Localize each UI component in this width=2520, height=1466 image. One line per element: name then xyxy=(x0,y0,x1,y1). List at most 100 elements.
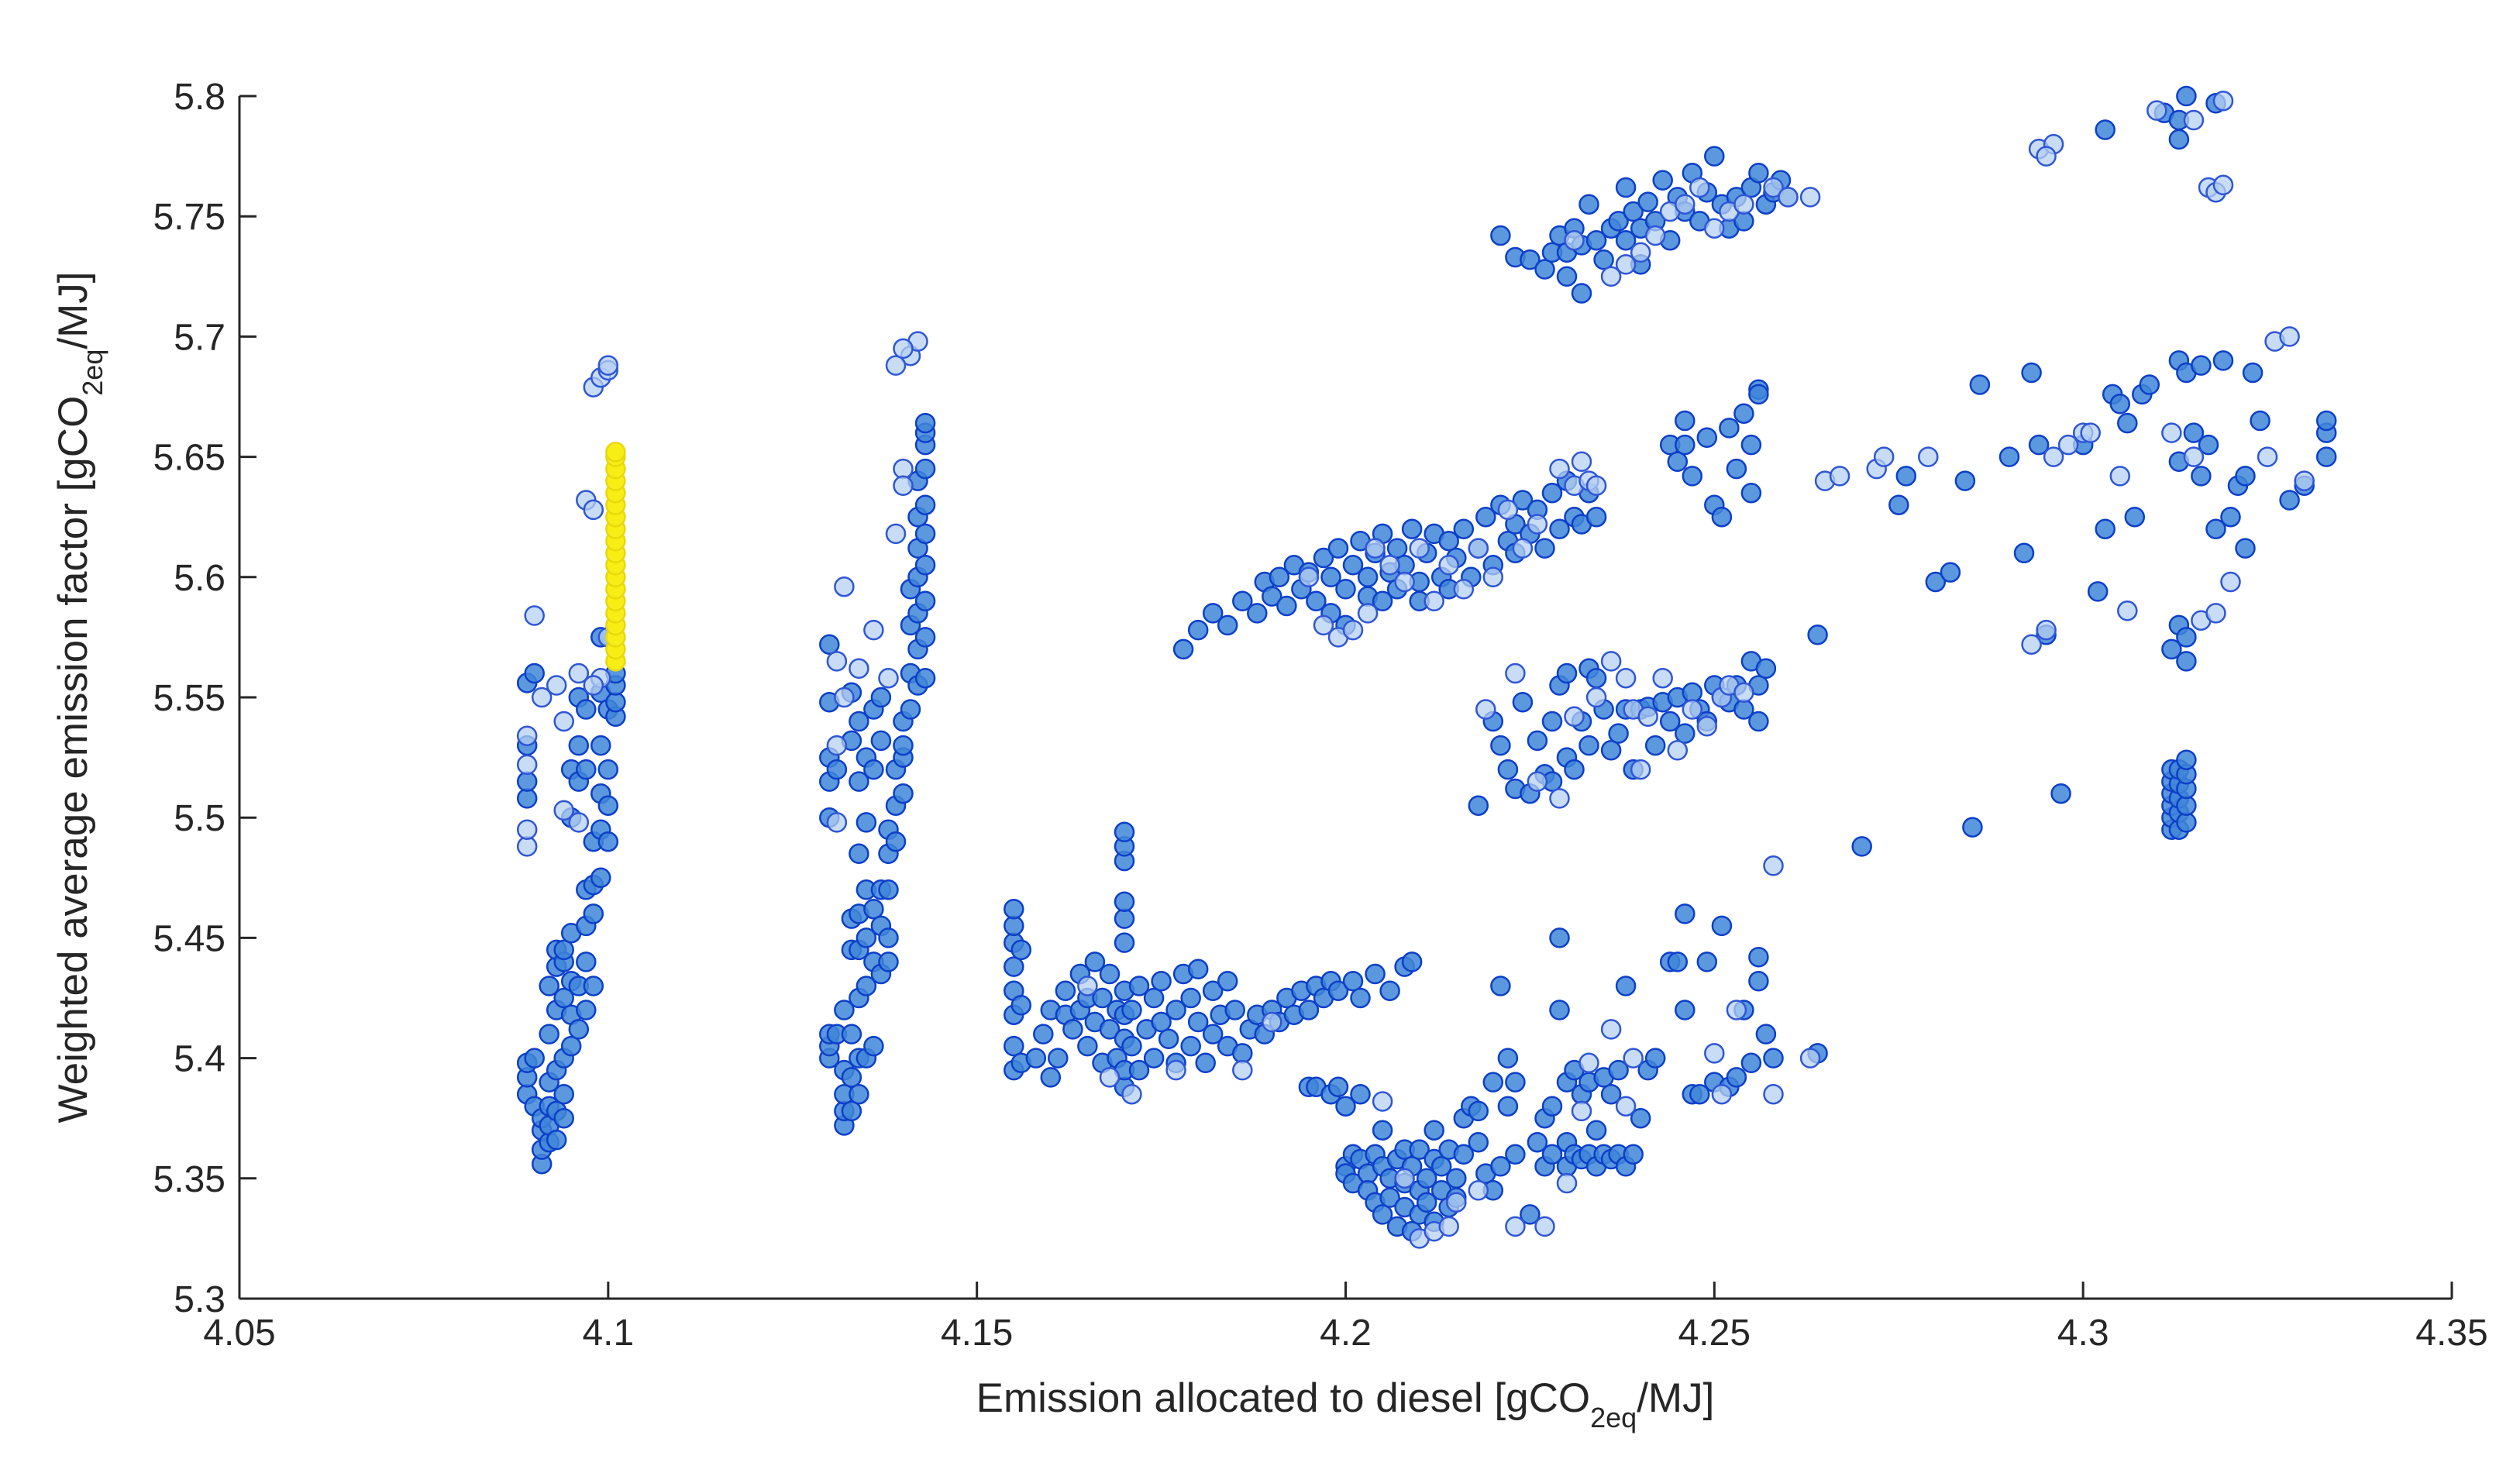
scatter-point-blue xyxy=(1527,730,1548,752)
scatter-point-light xyxy=(1615,254,1637,275)
scatter-point-blue xyxy=(1099,963,1121,985)
scatter-point-light xyxy=(1704,218,1725,239)
scatter-point-blue xyxy=(2028,434,2050,456)
scatter-point-light xyxy=(1121,1083,1142,1105)
scatter-point-light xyxy=(1763,855,1784,876)
scatter-point-blue xyxy=(1004,898,1024,920)
x-tick-label: 4.05 xyxy=(203,1313,275,1354)
scatter-point-blue xyxy=(1077,1035,1098,1057)
scatter-point-blue xyxy=(1534,259,1555,280)
scatter-point-blue xyxy=(1505,1072,1526,1093)
scatter-point-light xyxy=(1468,538,1489,559)
scatter-point-blue xyxy=(1925,571,1947,593)
scatter-point-light xyxy=(1600,266,1622,287)
scatter-point-light xyxy=(1682,699,1703,720)
scatter-point-light xyxy=(516,819,538,840)
scatter-point-blue xyxy=(1180,1035,1201,1057)
scatter-point-light xyxy=(1615,1096,1637,1117)
scatter-point-blue xyxy=(2315,446,2337,467)
scatter-point-blue xyxy=(576,759,597,780)
scatter-point-blue xyxy=(1033,1024,1054,1044)
scatter-point-blue xyxy=(1571,283,1592,304)
scatter-point-blue xyxy=(2050,783,2071,804)
y-ticks: 5.3 5.35 5.4 5.45 5.5 5.55 5.6 5.65 5.7 5.75 5.8 xyxy=(153,77,256,1320)
scatter-point-blue xyxy=(1306,590,1327,612)
scatter-point-light xyxy=(1549,788,1570,809)
scatter-point-light xyxy=(1733,682,1754,704)
scatter-point-blue xyxy=(553,1083,574,1105)
scatter-point-light xyxy=(1600,1019,1622,1040)
scatter-point-blue xyxy=(1386,538,1408,559)
scatter-point-light xyxy=(1453,579,1475,600)
scatter-point-blue xyxy=(1644,735,1666,756)
scatter-point-blue xyxy=(1748,384,1769,405)
scatter-point-light xyxy=(1482,566,1504,588)
scatter-point-blue xyxy=(914,494,936,515)
scatter-point-blue xyxy=(1733,403,1754,424)
scatter-point-blue xyxy=(1549,1000,1570,1020)
scatter-point-blue xyxy=(1704,146,1725,167)
scatter-point-light xyxy=(1675,194,1695,215)
scatter-point-light xyxy=(826,812,848,833)
scatter-point-blue xyxy=(2095,518,2115,539)
scatter-point-blue xyxy=(1711,915,1733,937)
scatter-point-light xyxy=(885,523,907,545)
scatter-point-blue xyxy=(1438,530,1459,552)
scatter-point-blue xyxy=(1549,927,1570,948)
scatter-point-blue xyxy=(1187,1011,1209,1033)
scatter-point-blue xyxy=(1623,201,1644,222)
scatter-point-blue xyxy=(1608,211,1629,232)
scatter-point-blue xyxy=(1585,229,1607,251)
scatter-point-blue xyxy=(2250,410,2270,432)
scatter-point-light xyxy=(1527,514,1548,535)
scatter-point-blue xyxy=(576,1000,597,1020)
x-tick-label: 4.3 xyxy=(2057,1313,2109,1354)
scatter-point-blue xyxy=(1099,1019,1121,1040)
scatter-point-yellow xyxy=(605,442,626,463)
scatter-point-blue xyxy=(1763,1048,1784,1069)
scatter-point-blue xyxy=(1468,1131,1489,1153)
scatter-point-light xyxy=(2183,446,2205,467)
scatter-point-blue xyxy=(1608,723,1629,744)
scatter-point-blue xyxy=(553,987,574,1009)
scatter-point-light xyxy=(1475,699,1496,720)
scatter-point-blue xyxy=(597,795,619,816)
scatter-point-light xyxy=(524,605,545,626)
scatter-point-blue xyxy=(1541,1096,1563,1117)
scatter-point-blue xyxy=(2176,795,2197,816)
scatter-point-blue xyxy=(1379,1187,1400,1208)
scatter-point-blue xyxy=(1114,891,1135,913)
scatter-point-blue xyxy=(1807,625,1828,645)
scatter-point-light xyxy=(1778,187,1799,208)
scatter-point-light xyxy=(2043,446,2064,467)
scatter-point-blue xyxy=(590,867,611,889)
scatter-point-blue xyxy=(1151,1011,1172,1033)
scatter-point-blue xyxy=(1202,1024,1224,1044)
scatter-point-blue xyxy=(849,843,869,865)
scatter-point-blue xyxy=(1541,711,1563,732)
scatter-point-blue xyxy=(1327,538,1349,559)
y-tick-label: 5.35 xyxy=(153,1159,225,1200)
scatter-point-blue xyxy=(1187,958,1209,980)
scatter-point-blue xyxy=(914,590,936,612)
scatter-point-blue xyxy=(1084,952,1106,972)
scatter-point-blue xyxy=(2087,581,2109,602)
scatter-point-blue xyxy=(1187,619,1209,641)
scatter-point-blue xyxy=(1682,466,1703,487)
x-tick-label: 4.2 xyxy=(1320,1313,1372,1354)
scatter-point-blue xyxy=(539,1024,559,1044)
scatter-point-blue xyxy=(1379,980,1400,1001)
scatter-point-blue xyxy=(1180,987,1201,1009)
scatter-point-blue xyxy=(1453,518,1475,539)
scatter-point-light xyxy=(1549,458,1570,480)
scatter-point-blue xyxy=(1401,518,1423,539)
scatter-point-blue xyxy=(1482,1072,1504,1093)
x-axis-title: Emission allocated to diesel [gCO2eq/MJ] xyxy=(976,1375,1715,1433)
scatter-point-blue xyxy=(539,976,559,996)
scatter-point-blue xyxy=(1121,1000,1142,1020)
scatter-point-light xyxy=(2212,174,2234,196)
scatter-point-light xyxy=(893,458,914,480)
scatter-point-blue xyxy=(1048,1048,1069,1069)
y-tick-label: 5.4 xyxy=(174,1039,225,1080)
scatter-point-light xyxy=(1763,1083,1784,1105)
